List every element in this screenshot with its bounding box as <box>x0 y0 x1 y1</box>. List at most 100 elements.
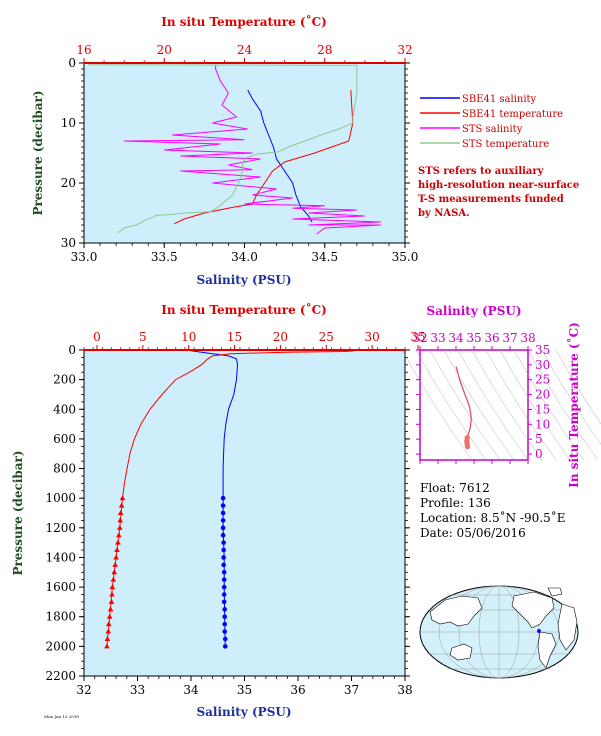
land-greenland <box>547 587 563 597</box>
ts-series <box>455 366 472 450</box>
temperature-tick-label: 25 <box>319 330 334 344</box>
sts-note-line: by NASA. <box>418 208 470 219</box>
pressure-tick-label: 400 <box>53 402 76 416</box>
sts-salinity-line <box>124 64 381 235</box>
temperature-tick-label: 20 <box>273 330 288 344</box>
pressure-tick-label: 1000 <box>45 491 76 505</box>
density-contour <box>499 349 571 461</box>
sbe41-salinity-discrete-samples-point <box>220 495 226 501</box>
ts-temperature-tick-label: 25 <box>535 373 550 387</box>
top-salinity-axis-title: Salinity (PSU) <box>196 273 291 287</box>
legend-label: SBE41 salinity <box>462 94 537 105</box>
float-position-marker <box>537 629 541 633</box>
ts-temperature-tick-label: 0 <box>535 447 543 461</box>
ts-salinity-tick-label: 34 <box>448 331 464 345</box>
ts-temperature-tick-label: 30 <box>535 358 550 372</box>
pressure-tick-label: 1800 <box>45 610 76 624</box>
density-contour <box>513 349 585 461</box>
salinity-tick-label: 37 <box>344 683 359 697</box>
temperature-tick-label: 16 <box>76 43 91 57</box>
temperature-tick-label: 30 <box>365 330 380 344</box>
sbe41-salinity-discrete-samples-point <box>222 607 228 612</box>
temperature-tick-label: 15 <box>227 330 242 344</box>
pressure-tick-label: 2000 <box>45 639 76 653</box>
land-africa-europe <box>557 603 578 651</box>
ts-salinity-tick-label: 33 <box>430 331 445 345</box>
density-contour <box>401 349 473 461</box>
pressure-tick-label: 2200 <box>45 669 76 683</box>
top-chart-axes: 16 20 24 28 32 33.0 33.5 34.0 34.5 35.0 0 10 20 30 <box>61 43 419 264</box>
pressure-tick-label: 800 <box>53 462 76 476</box>
top-pressure-axis-title: Pressure (decibar) <box>31 90 45 215</box>
sbe41-salinity-discrete-samples-point <box>222 621 228 627</box>
legend-label: SBE41 temperature <box>462 109 563 120</box>
ts-salinity-tick-label: 32 <box>412 331 427 345</box>
sbe41-salinity-discrete-samples-point <box>222 644 228 649</box>
temperature-tick-label: 5 <box>139 330 147 344</box>
sts-note-line: high-resolution near-surface <box>418 180 579 191</box>
sbe41-temperature-discrete-samples-point <box>119 495 126 501</box>
float-location: Location: 8.5˚N -90.5˚E <box>420 510 565 525</box>
sbe41-salinity-discrete-samples-point <box>220 518 226 523</box>
ts-temperature-tick-label: 15 <box>535 402 550 416</box>
pressure-tick-label: 30 <box>61 236 76 250</box>
sbe41-salinity-discrete-samples-point <box>221 569 227 575</box>
pressure-tick-label: 0 <box>68 56 76 70</box>
salinity-tick-label: 38 <box>397 683 412 697</box>
temperature-tick-label: 24 <box>237 43 253 57</box>
sbe41-salinity-discrete-samples-point <box>221 584 227 590</box>
sbe41-temperature-discrete-samples-point <box>106 613 113 619</box>
sbe41-temperature-line <box>174 89 354 225</box>
sts-note-line: T-S measurements funded <box>418 194 564 205</box>
profile-date: Date: 05/06/2016 <box>420 526 526 540</box>
density-contour <box>415 349 487 461</box>
pressure-tick-label: 1200 <box>45 521 76 535</box>
ts-density-contours <box>401 349 601 461</box>
sts-note-line: STS refers to auxiliary <box>418 166 545 177</box>
temperature-tick-label: 35 <box>410 330 425 344</box>
ts-salinity-tick-label: 35 <box>466 331 481 345</box>
sbe41-temperature-discrete-samples-point <box>104 643 110 649</box>
top-temperature-axis-title: In situ Temperature (˚C) <box>161 14 327 29</box>
temperature-tick-label: 0 <box>93 330 101 344</box>
land-asia <box>429 595 483 627</box>
salinity-tick-label: 33.5 <box>151 250 178 264</box>
density-contour <box>527 349 599 461</box>
legend-label: STS salinity <box>462 124 523 135</box>
sbe41-temperature-discrete-samples-point <box>113 554 119 560</box>
ts-salinity-axis-title: Salinity (PSU) <box>426 304 521 318</box>
sbe41-temperature-discrete-samples-point <box>117 517 124 523</box>
sbe41-temperature-discrete-samples-point <box>108 598 115 604</box>
sts-temperature-line <box>87 64 358 234</box>
sbe41-salinity-discrete-samples-point <box>220 525 226 531</box>
sbe41-salinity-discrete-samples-point <box>222 629 228 634</box>
pressure-tick-label: 20 <box>61 176 76 190</box>
sbe41-salinity-line <box>247 89 313 223</box>
salinity-tick-label: 35.0 <box>392 250 419 264</box>
salinity-tick-label: 33.0 <box>71 250 98 264</box>
sbe41-salinity-discrete-samples-point <box>220 503 226 508</box>
salinity-tick-label: 34.0 <box>231 250 258 264</box>
sbe41-salinity-discrete-samples-point <box>221 599 227 605</box>
temperature-tick-label: 20 <box>157 43 172 57</box>
legend-label: STS temperature <box>462 139 549 150</box>
legend-item-sbe41-temperature: SBE41 temperature <box>420 109 563 120</box>
ts-salinity-tick-label: 37 <box>502 331 517 345</box>
land-australia <box>449 643 473 661</box>
sbe41-salinity-discrete-samples-point <box>221 592 227 597</box>
bottom-pressure-axis-title: Pressure (decibar) <box>11 450 25 575</box>
bottom-temperature-axis-title: In situ Temperature (˚C) <box>161 302 327 317</box>
sbe41-temperature-discrete-samples-point <box>116 524 123 530</box>
sts-note: STS refers to auxiliary high-resolution … <box>418 166 579 219</box>
density-contour <box>429 349 501 461</box>
pressure-tick-label: 10 <box>61 116 76 130</box>
density-contour <box>485 349 557 461</box>
sbe41-temperature-discrete-samples-point <box>111 569 118 575</box>
sbe41-temperature-discrete-samples-point <box>115 539 121 545</box>
sbe41-salinity-discrete-samples-point <box>221 547 226 553</box>
density-contour <box>555 349 601 425</box>
sbe41-salinity-discrete-samples-point <box>220 532 226 538</box>
sbe41-salinity-line <box>190 350 239 647</box>
